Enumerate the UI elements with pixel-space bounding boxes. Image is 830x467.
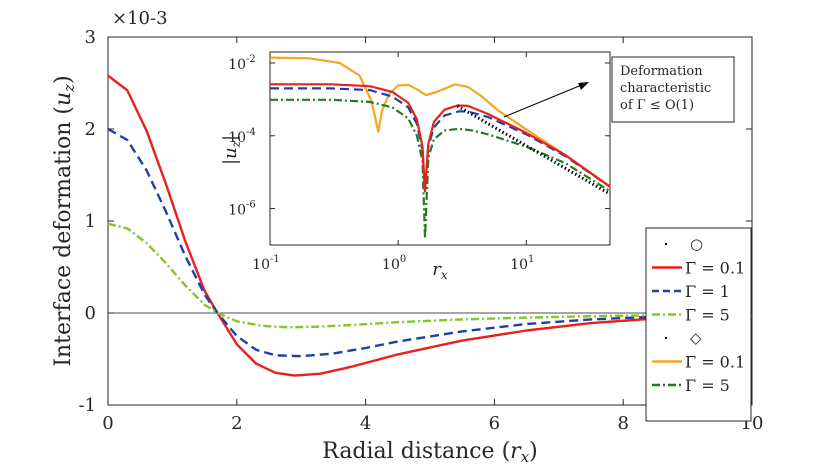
- annotation-arrowhead: [578, 82, 589, 90]
- main-series-line-1: [107, 127, 753, 358]
- annotation-arrow: [503, 83, 585, 118]
- inset-x-tick-label: 100: [382, 254, 406, 273]
- y-multiplier-text: ×10-3: [112, 8, 168, 29]
- main-x-tick-label: 6: [489, 413, 500, 434]
- annotation-line-2: characteristic: [620, 81, 711, 96]
- inset-series-line-3: [270, 98, 611, 240]
- inset-x-axis-label: rx: [432, 259, 448, 282]
- main-x-tick-label: 4: [360, 413, 371, 434]
- legend-marker-dot: [664, 242, 668, 246]
- main-x-tick-label: 2: [231, 413, 242, 434]
- main-y-tick-label: 1: [85, 211, 96, 232]
- main-series-line-2: [107, 222, 753, 329]
- inset-y-axis-label: |uz|: [220, 135, 243, 165]
- legend-box: [645, 227, 752, 422]
- legend-marker-dot: [664, 336, 668, 340]
- main-x-tick-label: 0: [102, 413, 113, 434]
- legend-entry-label: Γ = 0.1: [685, 353, 745, 372]
- annotation-box: [611, 56, 735, 123]
- main-x-tick-label: 8: [617, 413, 628, 434]
- inset-y-tick-label: 10-2: [228, 54, 256, 73]
- inset-series-line-1: [270, 83, 611, 193]
- inset-x-tick-label: 10-1: [252, 254, 280, 273]
- y-multiplier-label: ×10-3: [112, 8, 168, 29]
- legend-group-label: ○: [690, 235, 703, 253]
- main-y-tick-label: -1: [78, 395, 96, 416]
- inset-asymptote-line: [456, 104, 611, 196]
- legend-group-label: ◇: [690, 329, 702, 347]
- inset-series-line-0: [269, 56, 611, 188]
- inset-y-tick-label: 10-4: [228, 127, 256, 146]
- main-series-line-0: [107, 74, 753, 377]
- main-x-axis-label: Radial distance (rx): [322, 439, 538, 466]
- main-y-axis-label: Interface deformation (uz): [51, 75, 78, 366]
- legend-entry-label: Γ = 1: [685, 282, 730, 301]
- legend-entry-label: Γ = 5: [685, 306, 730, 325]
- legend-entry-label: Γ = 0.1: [685, 259, 745, 278]
- main-x-axis-label-text: Radial distance (: [322, 439, 510, 464]
- main-y-tick-label: 0: [85, 303, 96, 324]
- inset-x-tick-label: 101: [510, 254, 534, 273]
- inset-plot-area: [269, 51, 611, 246]
- main-y-tick-label: 2: [85, 119, 96, 140]
- annotation-line-3: of Γ ≤ O(1): [620, 98, 694, 113]
- annotation-line-1: Deformation: [620, 64, 703, 79]
- main-y-tick-label: 3: [85, 27, 96, 48]
- legend-entry-label: Γ = 5: [685, 376, 730, 395]
- inset-y-tick-label: 10-6: [228, 200, 256, 219]
- annotation-text: Deformation characteristic of Γ ≤ O(1): [620, 64, 715, 113]
